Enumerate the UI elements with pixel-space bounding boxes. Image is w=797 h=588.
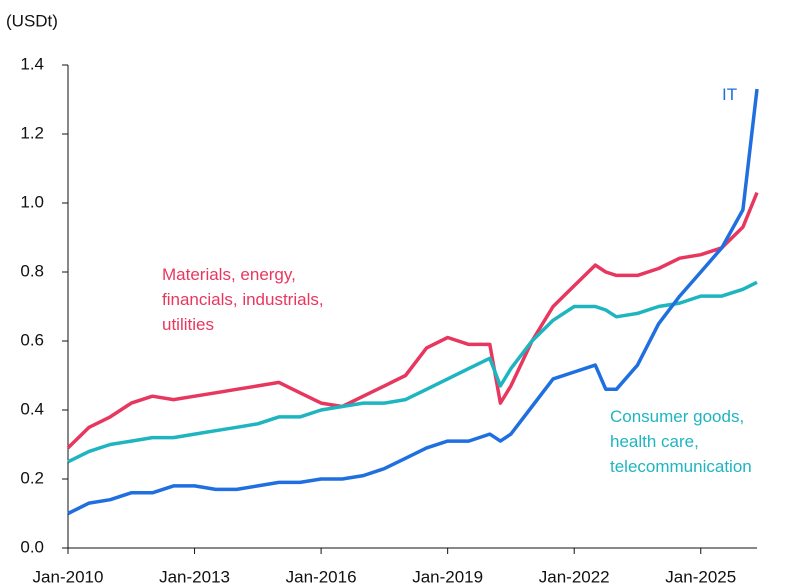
series-label: Materials, energy, financials, industria… [162,265,324,334]
x-tick-label: Jan-2016 [286,567,357,586]
series-line [66,191,759,450]
series-label: IT [722,85,738,104]
x-tick-label: Jan-2010 [33,567,104,586]
x-tick-label: Jan-2019 [412,567,483,586]
x-tick-label: Jan-2025 [665,567,736,586]
series-line [67,280,758,464]
y-tick-label: 0.8 [20,261,44,280]
y-tick-label: 1.0 [20,192,44,211]
y-tick-label: 1.4 [20,54,44,73]
y-tick-label: 1.2 [20,123,44,142]
y-axis-label: (USDt) [6,11,58,30]
y-tick-label: 0.4 [20,399,44,418]
series-line [67,88,759,516]
x-tick-label: Jan-2022 [539,567,610,586]
y-tick-label: 0.2 [20,468,44,487]
y-tick-label: 0.0 [20,537,44,556]
series-label: Consumer goods, health care, telecommuni… [610,407,752,476]
x-tick-label: Jan-2013 [159,567,230,586]
y-tick-label: 0.6 [20,330,44,349]
